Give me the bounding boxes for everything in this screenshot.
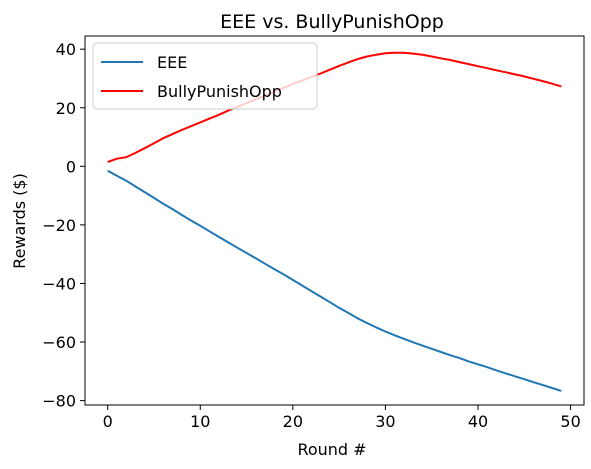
- x-tick-label: 40: [468, 412, 488, 431]
- legend: EEE BullyPunishOpp: [92, 42, 318, 110]
- y-tick-label: −40: [42, 274, 76, 293]
- x-tick-label: 30: [375, 412, 395, 431]
- legend-box: [92, 42, 318, 110]
- x-axis-label: Round #: [297, 440, 366, 459]
- x-tick-label: 0: [103, 412, 113, 431]
- y-tick-label: 0: [66, 157, 76, 176]
- series-line-eee: [107, 169, 562, 392]
- x-tick-label: 50: [560, 412, 580, 431]
- x-tick-label: 10: [190, 412, 210, 431]
- legend-label-bullypunishopp: BullyPunishOpp: [157, 82, 282, 101]
- series-layer: [107, 51, 562, 392]
- plot-area-frame: [84, 35, 585, 406]
- y-tick-label: −20: [42, 216, 76, 235]
- x-axis-ticks: 0 10 20 30 40 50: [103, 405, 581, 431]
- y-tick-label: −60: [42, 333, 76, 352]
- y-axis-ticks: −80 −60 −40 −20 0 20 40: [42, 40, 85, 411]
- chart-title: EEE vs. BullyPunishOpp: [220, 11, 444, 33]
- y-tick-label: −80: [42, 392, 76, 411]
- legend-label-eee: EEE: [157, 53, 187, 72]
- y-tick-label: 20: [56, 99, 76, 118]
- y-tick-label: 40: [56, 40, 76, 59]
- y-axis-label: Rewards ($): [10, 173, 29, 269]
- x-tick-label: 20: [283, 412, 303, 431]
- series-line-bullypunishopp: [107, 51, 562, 163]
